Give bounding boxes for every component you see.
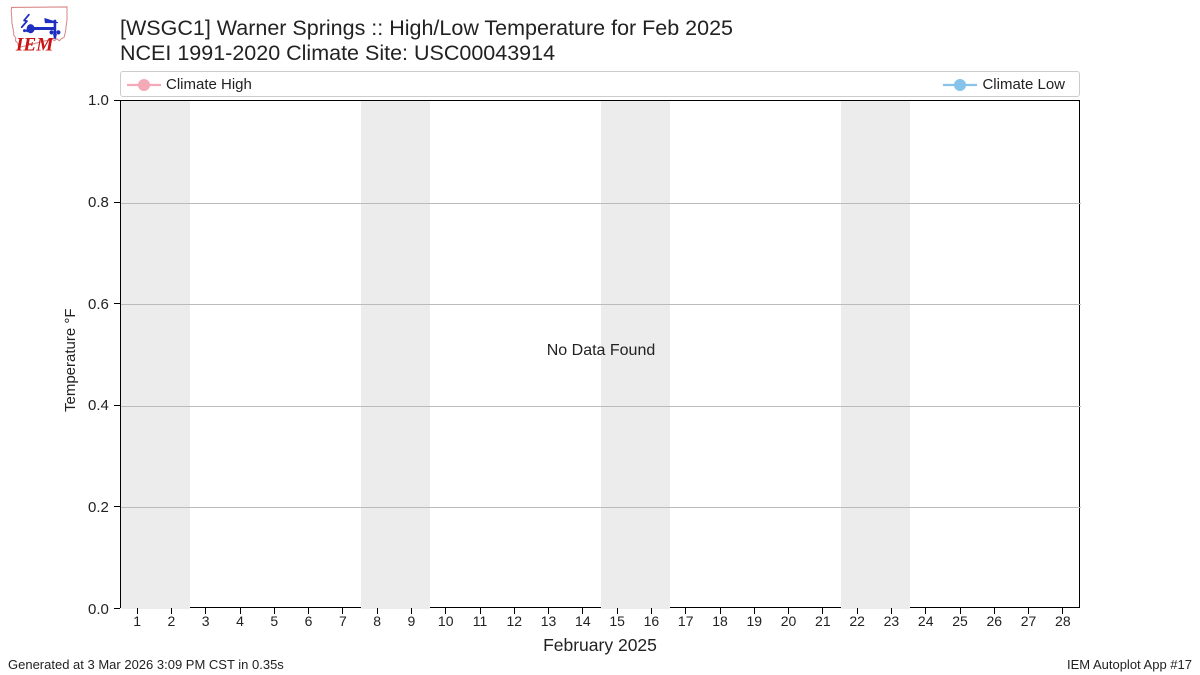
svg-text:IEM: IEM	[15, 34, 54, 55]
